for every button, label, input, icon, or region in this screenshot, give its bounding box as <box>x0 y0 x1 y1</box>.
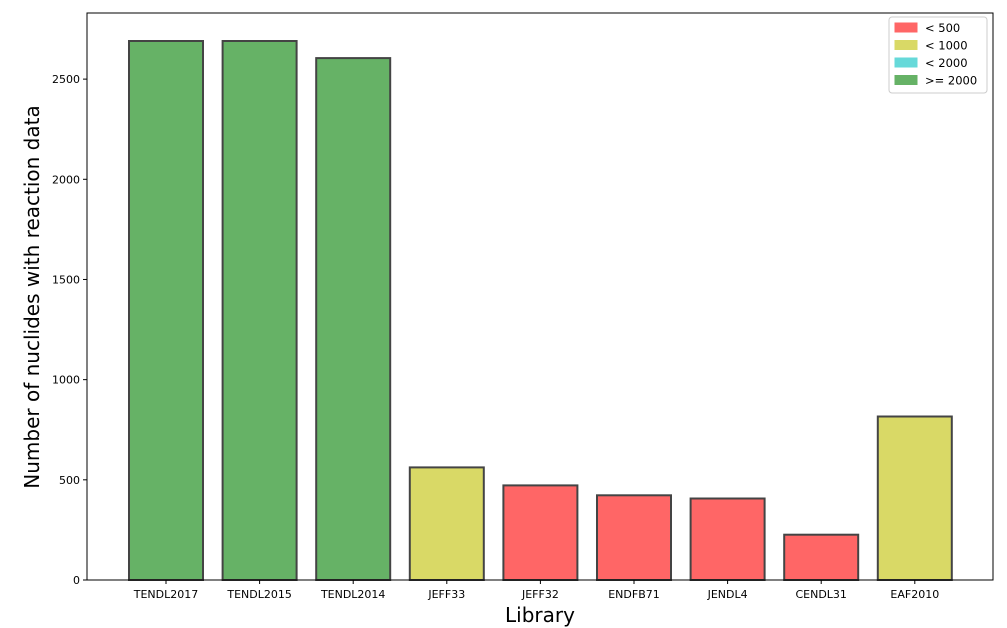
legend-label: < 1000 <box>925 39 968 53</box>
x-tick-label: ENDFB71 <box>608 588 660 601</box>
legend-label: < 2000 <box>925 56 968 70</box>
y-tick-label: 500 <box>59 474 80 487</box>
bar-cendl31 <box>783 533 860 582</box>
bar-eaf2010 <box>876 415 953 581</box>
bar-tendl2015 <box>221 40 298 581</box>
bar-tendl2014 <box>315 57 392 582</box>
y-tick-label: 0 <box>73 574 80 587</box>
legend-label: < 500 <box>925 21 960 35</box>
y-tick-label: 1500 <box>52 273 80 286</box>
bar-tendl2017 <box>128 40 204 581</box>
y-axis-label: Number of nuclides with reaction data <box>20 105 44 488</box>
legend-swatch <box>894 57 918 68</box>
y-axis-ticks: 0 500 1000 1500 2000 2500 <box>52 73 87 587</box>
bar-endfb71 <box>596 494 672 581</box>
x-tick-label: TENDL2014 <box>320 588 386 601</box>
x-tick-label: JEFF33 <box>427 588 465 601</box>
x-tick-label: JEFF32 <box>521 588 559 601</box>
x-tick-label: EAF2010 <box>890 588 939 601</box>
bar-jeff32 <box>502 484 579 581</box>
x-tick-label: JENDL4 <box>707 588 748 601</box>
y-tick-label: 2000 <box>52 173 80 186</box>
x-axis-label: Library <box>505 603 575 627</box>
bar-jeff33 <box>408 466 485 581</box>
legend-swatch <box>894 40 918 50</box>
legend-label: >= 2000 <box>925 74 977 88</box>
x-axis-ticks: TENDL2017 TENDL2015 TENDL2014 JEFF33 JEFF32 E… <box>133 580 939 601</box>
bar-jendl4 <box>689 497 766 581</box>
legend-swatch <box>894 22 918 33</box>
bars-layer <box>128 40 953 582</box>
x-tick-label: TENDL2017 <box>133 588 199 601</box>
x-tick-label: CENDL31 <box>795 588 846 601</box>
legend-box <box>888 16 988 94</box>
x-tick-label: TENDL2015 <box>226 588 292 601</box>
y-tick-label: 2500 <box>52 73 80 86</box>
legend: < 500 < 1000 < 2000 >= 2000 <box>888 16 988 94</box>
y-tick-label: 1000 <box>52 374 80 387</box>
legend-swatch <box>894 75 918 85</box>
